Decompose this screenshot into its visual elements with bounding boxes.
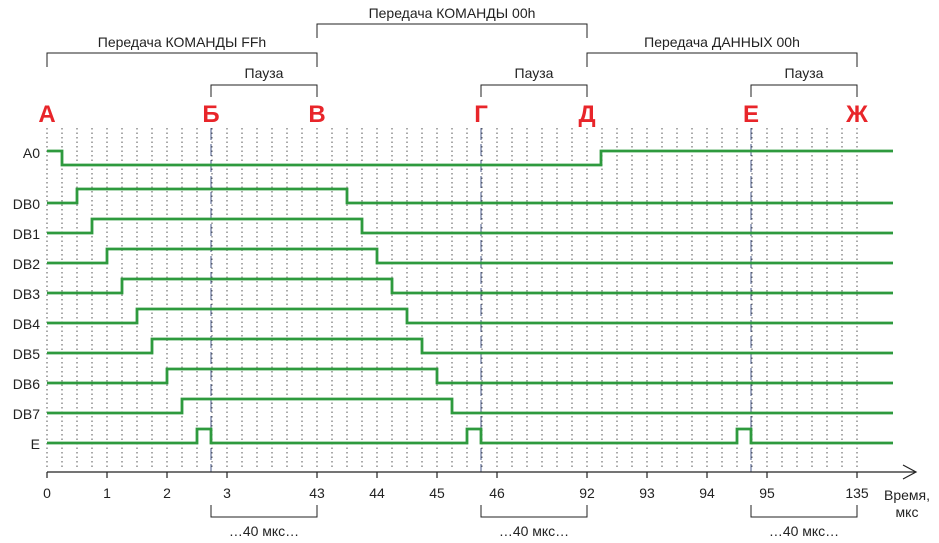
phase-letter-e: Е <box>743 101 759 128</box>
phase-letter-zh: Ж <box>845 101 868 128</box>
tick-label: 92 <box>579 485 595 501</box>
signal-name-db5: DB5 <box>13 346 40 362</box>
wave-db0 <box>47 187 893 205</box>
bottom-bracket-3 <box>750 505 858 518</box>
phase-letters: А Б В Г Д Е Ж <box>38 101 868 128</box>
signal-name-db4: DB4 <box>13 316 40 332</box>
wave-db3 <box>47 277 893 295</box>
tick-label: 135 <box>845 485 869 501</box>
tick-label: 43 <box>309 485 325 501</box>
tick-label: 1 <box>103 485 111 501</box>
dotted-grid <box>46 128 858 470</box>
label-pause-3: Пауза <box>785 65 824 81</box>
bracket-pause-3 <box>750 84 858 97</box>
wave-db5 <box>47 337 893 355</box>
signal-name-db6: DB6 <box>13 376 40 392</box>
bracket-pause-1 <box>210 84 318 97</box>
signal-name-db0: DB0 <box>13 196 40 212</box>
phase-letter-d: Д <box>578 101 595 128</box>
axis-arrow-icon <box>902 464 918 480</box>
bottom-bracket-2 <box>480 505 588 518</box>
signal-name-e: E <box>31 436 40 452</box>
signal-name-db1: DB1 <box>13 226 40 242</box>
signal-name-db7: DB7 <box>13 406 40 422</box>
tick-label: 94 <box>699 485 715 501</box>
waveforms <box>47 149 893 445</box>
wave-db2 <box>47 247 893 265</box>
pause-duration-1: …40 мкс… <box>229 523 299 539</box>
axis-title-line2: мкс <box>896 504 919 520</box>
label-pause-1: Пауза <box>245 65 284 81</box>
bottom-bracket-1 <box>210 505 318 518</box>
wave-e <box>47 427 893 445</box>
tick-label: 95 <box>759 485 775 501</box>
signal-names: A0 DB0 DB1 DB2 DB3 DB4 DB5 DB6 DB7 E <box>13 145 40 452</box>
label-command-ffh: Передача КОМАНДЫ FFh <box>98 34 266 50</box>
tick-label: 2 <box>163 485 171 501</box>
label-data-00h: Передача ДАННЫХ 00h <box>644 34 800 50</box>
tick-label: 45 <box>429 485 445 501</box>
label-pause-2: Пауза <box>515 65 554 81</box>
phase-letter-b: Б <box>202 101 219 128</box>
time-axis: 0 1 2 3 43 44 45 46 92 93 94 95 135 Врем… <box>43 464 930 520</box>
phase-letter-v: В <box>308 101 325 128</box>
signal-name-db2: DB2 <box>13 256 40 272</box>
bottom-pause-brackets: …40 мкс… …40 мкс… …40 мкс… <box>210 505 858 539</box>
tick-label: 46 <box>489 485 505 501</box>
bracket-pause-2 <box>480 84 588 97</box>
pause-duration-2: …40 мкс… <box>499 523 569 539</box>
signal-name-db3: DB3 <box>13 286 40 302</box>
phase-letter-a: А <box>38 101 55 128</box>
tick-label: 3 <box>223 485 231 501</box>
wave-a0 <box>47 149 893 167</box>
tick-label: 44 <box>369 485 385 501</box>
bracket-command-ffh <box>46 52 318 67</box>
axis-ticks <box>46 472 858 478</box>
wave-db7 <box>47 397 893 415</box>
top-brackets: Передача КОМАНДЫ FFh Передача КОМАНДЫ 00… <box>46 5 858 97</box>
bracket-command-00h <box>316 23 588 38</box>
pause-duration-3: …40 мкс… <box>769 523 839 539</box>
wave-db6 <box>47 367 893 385</box>
phase-boundary-lines <box>210 128 752 472</box>
axis-title-line1: Время, <box>884 487 930 503</box>
label-command-00h: Передача КОМАНДЫ 00h <box>369 5 536 21</box>
tick-label: 0 <box>43 485 51 501</box>
phase-letter-g: Г <box>474 101 488 128</box>
bracket-data-00h <box>586 52 858 67</box>
wave-db4 <box>47 307 893 325</box>
axis-tick-labels: 0 1 2 3 43 44 45 46 92 93 94 95 135 <box>43 485 869 501</box>
signal-name-a0: A0 <box>23 145 40 161</box>
wave-db1 <box>47 217 893 235</box>
tick-label: 93 <box>639 485 655 501</box>
